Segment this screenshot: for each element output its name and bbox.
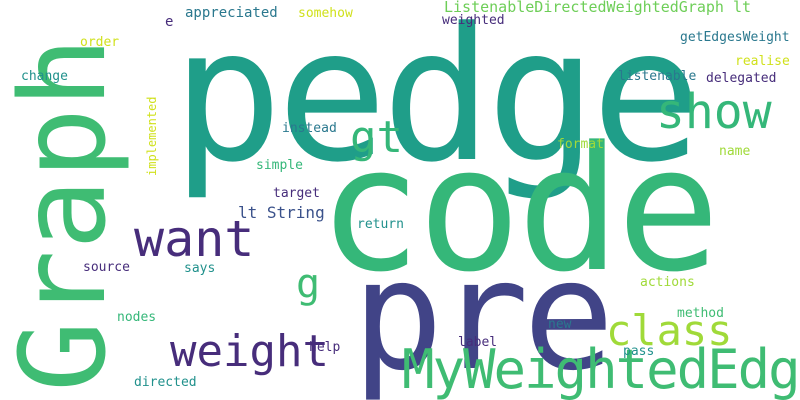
word-weighted: weighted <box>442 13 505 28</box>
word-method: method <box>677 306 724 321</box>
word-help: help <box>309 340 341 355</box>
word-name: name <box>719 144 751 159</box>
word-somehow: somehow <box>298 6 353 21</box>
word-instead: instead <box>282 121 337 136</box>
word-realise: realise <box>735 54 790 69</box>
word-implemented: implemented <box>145 96 159 176</box>
word-source: source <box>83 260 130 275</box>
word-directed: directed <box>134 375 197 390</box>
word-says: says <box>184 261 216 276</box>
word-appreciated: appreciated <box>185 5 278 21</box>
word-actions: actions <box>640 275 695 290</box>
word-listenable: listenable <box>618 69 697 84</box>
word-simple: simple <box>256 158 303 173</box>
word-want: want <box>134 210 255 268</box>
word-e: e <box>165 14 174 30</box>
word-code: code <box>318 109 720 310</box>
word-nodes: nodes <box>117 310 157 325</box>
word-return: return <box>357 217 404 232</box>
word-pass: pass <box>623 344 655 359</box>
word-weight: weight <box>170 326 329 377</box>
word-target: target <box>273 186 320 201</box>
word-delegated: delegated <box>706 71 777 86</box>
word-listenable-graph-lt: ListenableDirectedWeightedGraph lt <box>444 0 752 16</box>
word-change: change <box>21 69 68 84</box>
word-graph: Graph <box>0 36 132 392</box>
word-show: show <box>656 84 772 140</box>
word-pedge: pedge <box>172 0 702 203</box>
word-order: order <box>80 35 120 50</box>
word-new: new <box>548 317 572 332</box>
word-pre: pre <box>352 227 615 400</box>
word-class: class <box>606 306 733 355</box>
word-lt-string: lt String <box>238 203 325 222</box>
word-gt: gt <box>350 112 403 163</box>
word-get-edges-weight: getEdgesWeight <box>680 30 790 45</box>
word-format: format <box>557 137 604 152</box>
word-label: label <box>458 335 498 350</box>
word-my-weighted-edge: MyWeightedEdge <box>402 338 800 400</box>
word-g: g <box>296 261 321 307</box>
